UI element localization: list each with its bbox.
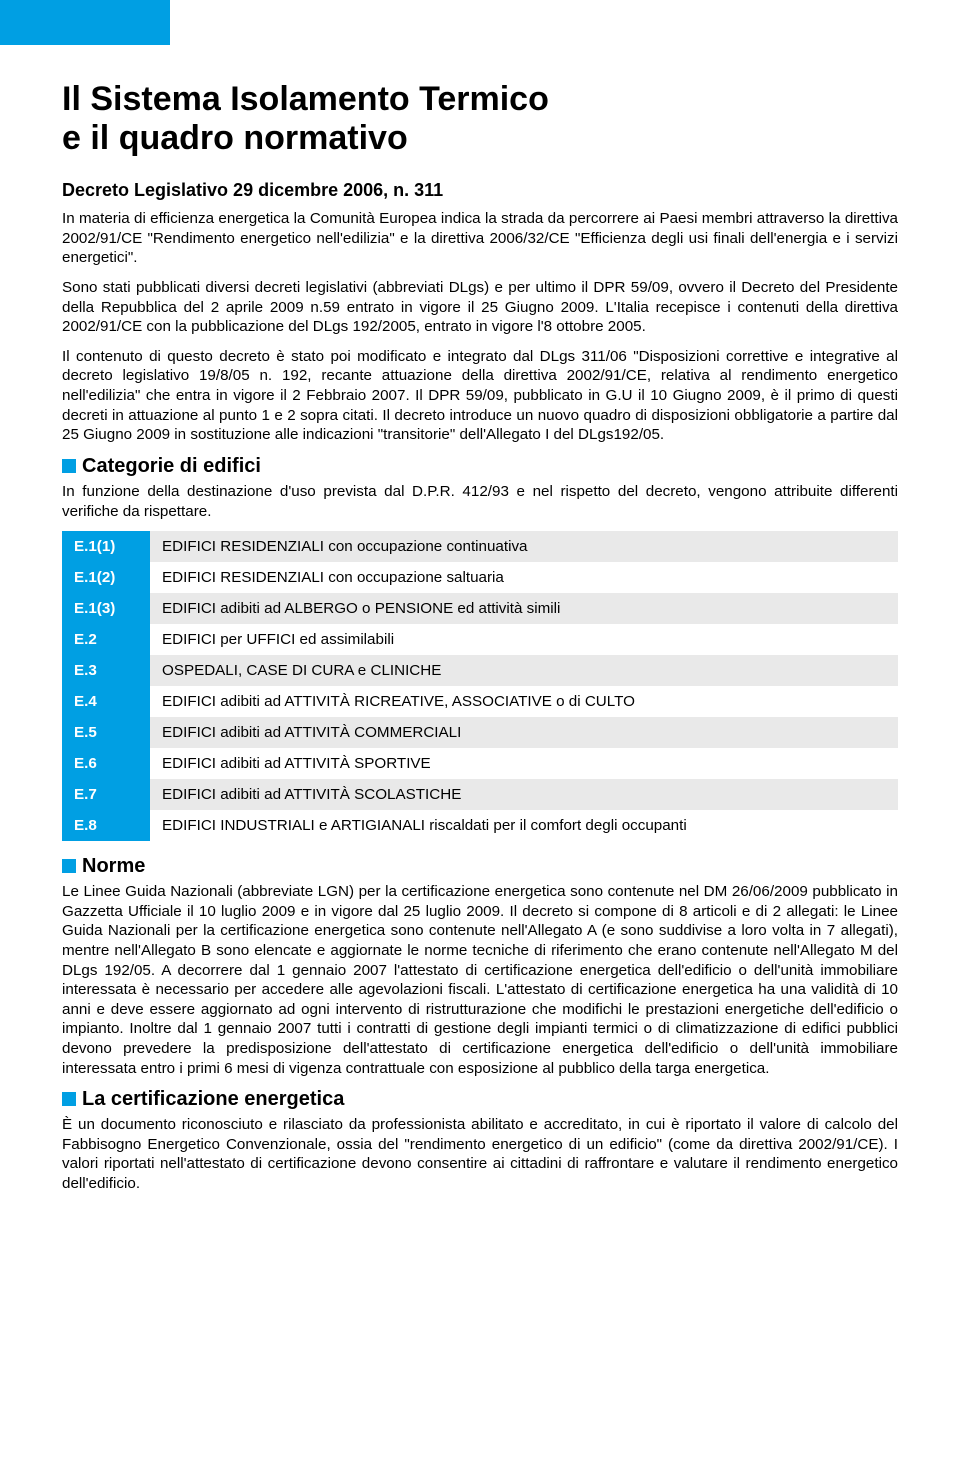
category-code: E.2: [62, 624, 150, 655]
category-description: EDIFICI per UFFICI ed assimilabili: [150, 624, 898, 655]
category-description: EDIFICI adibiti ad ATTIVITÀ COMMERCIALI: [150, 717, 898, 748]
table-row: E.3OSPEDALI, CASE DI CURA e CLINICHE: [62, 655, 898, 686]
intro-paragraph-3: Il contenuto di questo decreto è stato p…: [62, 347, 898, 445]
table-row: E.7EDIFICI adibiti ad ATTIVITÀ SCOLASTIC…: [62, 779, 898, 810]
decree-subtitle: Decreto Legislativo 29 dicembre 2006, n.…: [62, 180, 898, 201]
certificazione-body: È un documento riconosciuto e rilasciato…: [62, 1115, 898, 1193]
category-code: E.3: [62, 655, 150, 686]
category-code: E.1(2): [62, 562, 150, 593]
category-code: E.1(3): [62, 593, 150, 624]
page-title: Il Sistema Isolamento Termico e il quadr…: [62, 80, 898, 158]
table-row: E.6EDIFICI adibiti ad ATTIVITÀ SPORTIVE: [62, 748, 898, 779]
category-description: EDIFICI RESIDENZIALI con occupazione con…: [150, 531, 898, 562]
category-description: EDIFICI RESIDENZIALI con occupazione sal…: [150, 562, 898, 593]
intro-paragraph-1: In materia di efficienza energetica la C…: [62, 209, 898, 268]
category-description: OSPEDALI, CASE DI CURA e CLINICHE: [150, 655, 898, 686]
category-description: EDIFICI INDUSTRIALI e ARTIGIANALI riscal…: [150, 810, 898, 841]
section-heading-norme-text: Norme: [82, 855, 145, 877]
section-heading-norme: Norme: [62, 855, 898, 878]
table-row: E.1(3)EDIFICI adibiti ad ALBERGO o PENSI…: [62, 593, 898, 624]
title-line-1: Il Sistema Isolamento Termico: [62, 80, 549, 118]
category-description: EDIFICI adibiti ad ATTIVITÀ SCOLASTICHE: [150, 779, 898, 810]
category-description: EDIFICI adibiti ad ATTIVITÀ SPORTIVE: [150, 748, 898, 779]
table-row: E.4EDIFICI adibiti ad ATTIVITÀ RICREATIV…: [62, 686, 898, 717]
category-description: EDIFICI adibiti ad ATTIVITÀ RICREATIVE, …: [150, 686, 898, 717]
intro-paragraph-2: Sono stati pubblicati diversi decreti le…: [62, 278, 898, 337]
category-description: EDIFICI adibiti ad ALBERGO o PENSIONE ed…: [150, 593, 898, 624]
bullet-square-icon: [62, 1092, 76, 1106]
category-code: E.7: [62, 779, 150, 810]
section-heading-categories: Categorie di edifici: [62, 455, 898, 478]
table-row: E.1(2)EDIFICI RESIDENZIALI con occupazio…: [62, 562, 898, 593]
page-content: Il Sistema Isolamento Termico e il quadr…: [0, 0, 960, 1264]
table-row: E.1(1)EDIFICI RESIDENZIALI con occupazio…: [62, 531, 898, 562]
category-code: E.4: [62, 686, 150, 717]
table-row: E.2EDIFICI per UFFICI ed assimilabili: [62, 624, 898, 655]
category-code: E.1(1): [62, 531, 150, 562]
category-code: E.5: [62, 717, 150, 748]
category-code: E.6: [62, 748, 150, 779]
table-row: E.5EDIFICI adibiti ad ATTIVITÀ COMMERCIA…: [62, 717, 898, 748]
categories-intro: In funzione della destinazione d'uso pre…: [62, 482, 898, 521]
section-heading-certificazione-text: La certificazione energetica: [82, 1088, 344, 1110]
title-line-2: e il quadro normativo: [62, 119, 408, 157]
section-heading-categories-text: Categorie di edifici: [82, 455, 261, 477]
category-code: E.8: [62, 810, 150, 841]
norme-body: Le Linee Guida Nazionali (abbreviate LGN…: [62, 882, 898, 1078]
section-heading-certificazione: La certificazione energetica: [62, 1088, 898, 1111]
bullet-square-icon: [62, 859, 76, 873]
bullet-square-icon: [62, 459, 76, 473]
header-accent-tab: [0, 0, 170, 45]
categories-table: E.1(1)EDIFICI RESIDENZIALI con occupazio…: [62, 531, 898, 841]
table-row: E.8EDIFICI INDUSTRIALI e ARTIGIANALI ris…: [62, 810, 898, 841]
